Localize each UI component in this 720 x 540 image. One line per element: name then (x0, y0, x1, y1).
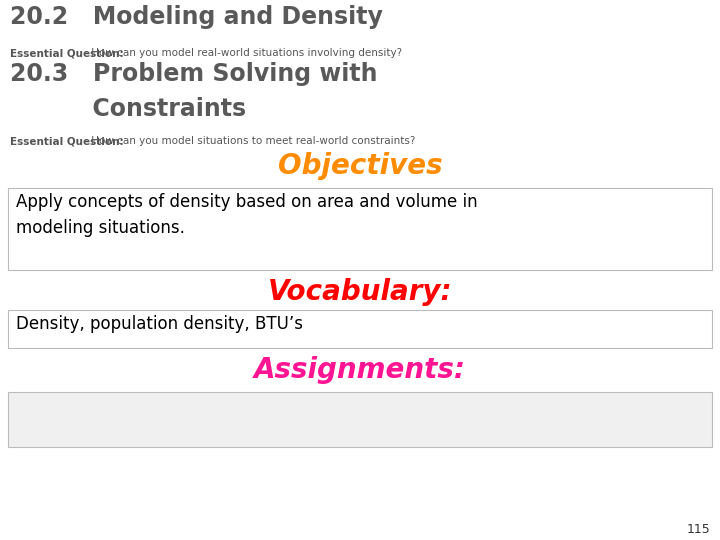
Text: Essential Question:: Essential Question: (10, 48, 124, 58)
Text: Vocabulary:: Vocabulary: (268, 278, 452, 306)
Text: Assignments:: Assignments: (254, 356, 466, 384)
Text: Constraints: Constraints (10, 97, 246, 121)
Text: 20.3   Problem Solving with: 20.3 Problem Solving with (10, 62, 377, 86)
Text: How can you model situations to meet real-world constraints?: How can you model situations to meet rea… (88, 136, 415, 146)
Text: Apply concepts of density based on area and volume in
modeling situations.: Apply concepts of density based on area … (16, 193, 477, 238)
Text: Essential Question:: Essential Question: (10, 136, 124, 146)
Text: Density, population density, BTU’s: Density, population density, BTU’s (16, 315, 303, 333)
Text: 20.2   Modeling and Density: 20.2 Modeling and Density (10, 5, 383, 29)
Text: How can you model real-world situations involving density?: How can you model real-world situations … (88, 48, 402, 58)
Bar (8, 188, 712, 270)
Bar (8, 392, 712, 447)
Text: Objectives: Objectives (278, 152, 442, 180)
Text: 115: 115 (686, 523, 710, 536)
Bar (8, 310, 712, 348)
